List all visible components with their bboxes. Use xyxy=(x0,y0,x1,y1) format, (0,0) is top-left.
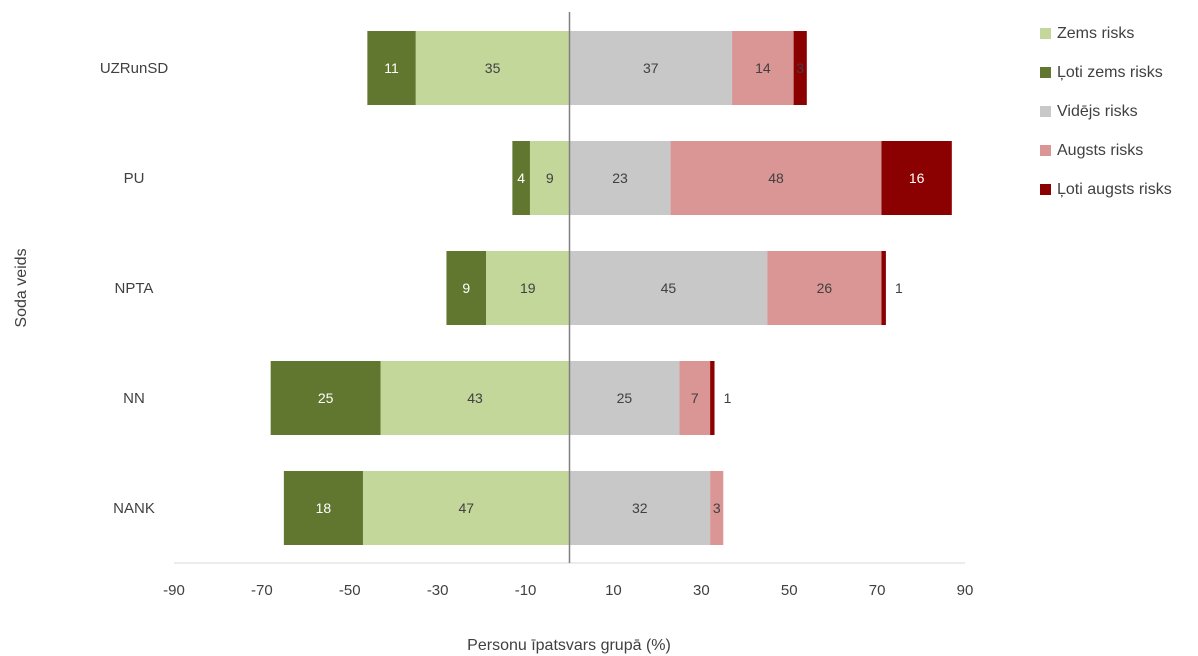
data-label-npta-loti-zems-risks: 9 xyxy=(462,280,470,296)
x-tick-label: -50 xyxy=(339,582,361,599)
data-label-pu-videjs-risks: 23 xyxy=(612,170,628,186)
bar-npta-videjs-risks xyxy=(569,251,768,325)
data-label-npta-videjs-risks: 45 xyxy=(661,280,677,296)
legend-swatch xyxy=(1040,145,1051,156)
bar-nn-zems-risks xyxy=(380,361,570,435)
chart-legend: Zems risks Ļoti zems risks Vidējs risks Aug… xyxy=(1040,14,1172,209)
category-label-pu: PU xyxy=(124,170,145,187)
bar-nank-augsts-risks xyxy=(710,471,724,545)
bar-nn-loti-augsts-risks xyxy=(710,361,715,435)
axes-layer: UZRunSD PU NPTA NN NANK -90 -70 -50 -30 -10 10 30 50… xyxy=(100,12,974,599)
legend-swatch xyxy=(1040,184,1051,195)
legend-item-augsts-risks: Augsts risks xyxy=(1040,131,1172,170)
bar-pu-videjs-risks xyxy=(569,141,671,215)
data-label-npta-augsts-risks: 26 xyxy=(817,280,833,296)
legend-item-videjs-risks: Vidējs risks xyxy=(1040,92,1172,131)
bar-uzrunsd-loti-zems-risks xyxy=(367,31,416,105)
x-tick-label: 90 xyxy=(957,582,974,599)
data-label-npta-loti-augsts-risks: 1 xyxy=(895,280,903,296)
legend-label: Ļoti zems risks xyxy=(1057,63,1163,81)
x-tick-label: -70 xyxy=(251,582,273,599)
x-tick-label: -90 xyxy=(163,582,185,599)
bar-npta-augsts-risks xyxy=(767,251,882,325)
x-tick-label: 10 xyxy=(605,582,622,599)
legend-swatch xyxy=(1040,67,1051,78)
bar-uzrunsd-zems-risks xyxy=(415,31,570,105)
data-label-nank-loti-zems-risks: 18 xyxy=(316,500,332,516)
data-label-uzrunsd-videjs-risks: 37 xyxy=(643,60,659,76)
bar-pu-zems-risks xyxy=(529,141,570,215)
bar-uzrunsd-loti-augsts-risks xyxy=(793,31,807,105)
x-tick-label: 70 xyxy=(869,582,886,599)
legend-label: Vidējs risks xyxy=(1057,102,1138,120)
legend-swatch xyxy=(1040,28,1051,39)
data-label-nn-augsts-risks: 7 xyxy=(691,390,699,406)
data-label-npta-zems-risks: 19 xyxy=(520,280,536,296)
bar-pu-loti-augsts-risks xyxy=(881,141,952,215)
data-label-uzrunsd-augsts-risks: 14 xyxy=(755,60,771,76)
bar-nank-zems-risks xyxy=(362,471,570,545)
y-axis-title: Soda veids xyxy=(13,248,30,327)
data-label-uzrunsd-zems-risks: 35 xyxy=(485,60,501,76)
data-label-uzrunsd-loti-zems-risks: 11 xyxy=(384,60,399,76)
data-label-nn-loti-augsts-risks: 1 xyxy=(724,390,732,406)
legend-label: Augsts risks xyxy=(1057,141,1144,159)
legend-item-loti-augsts-risks: Ļoti augsts risks xyxy=(1040,170,1172,209)
legend-swatch xyxy=(1040,106,1051,117)
data-label-nn-loti-zems-risks: 25 xyxy=(318,390,334,406)
bar-nn-loti-zems-risks xyxy=(270,361,381,435)
legend-label: Zems risks xyxy=(1057,24,1135,42)
bar-nank-loti-zems-risks xyxy=(283,471,363,545)
data-label-pu-zems-risks: 9 xyxy=(546,170,554,186)
bar-uzrunsd-augsts-risks xyxy=(732,31,794,105)
bars-layer xyxy=(270,31,952,545)
data-label-nn-videjs-risks: 25 xyxy=(617,390,633,406)
category-label-uzrunsd: UZRunSD xyxy=(100,60,169,77)
data-label-nank-zems-risks: 47 xyxy=(458,500,474,516)
data-label-nn-zems-risks: 43 xyxy=(467,390,483,406)
data-label-pu-augsts-risks: 48 xyxy=(768,170,784,186)
bar-npta-zems-risks xyxy=(486,251,570,325)
x-tick-label: -10 xyxy=(515,582,537,599)
x-axis-title: Personu īpatsvars grupā (%) xyxy=(467,637,671,654)
bar-pu-loti-zems-risks xyxy=(512,141,530,215)
legend-item-loti-zems-risks: Ļoti zems risks xyxy=(1040,53,1172,92)
legend-item-zems-risks: Zems risks xyxy=(1040,14,1172,53)
bar-nn-augsts-risks xyxy=(679,361,711,435)
category-label-nank: NANK xyxy=(113,500,155,517)
bar-npta-loti-augsts-risks xyxy=(881,251,886,325)
legend-label: Ļoti augsts risks xyxy=(1057,180,1172,198)
bar-pu-augsts-risks xyxy=(670,141,882,215)
data-label-pu-loti-augsts-risks: 16 xyxy=(909,170,925,186)
x-tick-label: 50 xyxy=(781,582,798,599)
data-label-pu-loti-zems-risks: 4 xyxy=(517,170,525,186)
x-tick-label: -30 xyxy=(427,582,449,599)
data-label-nank-augsts-risks: 3 xyxy=(713,500,721,516)
category-label-nn: NN xyxy=(123,390,145,407)
data-label-uzrunsd-loti-augsts-risks: 3 xyxy=(796,60,804,76)
bar-npta-loti-zems-risks xyxy=(446,251,487,325)
category-label-npta: NPTA xyxy=(115,280,154,297)
data-label-nank-videjs-risks: 32 xyxy=(632,500,648,516)
bar-uzrunsd-videjs-risks xyxy=(569,31,733,105)
bar-nank-videjs-risks xyxy=(569,471,711,545)
x-tick-label: 30 xyxy=(693,582,710,599)
bar-nn-videjs-risks xyxy=(569,361,680,435)
